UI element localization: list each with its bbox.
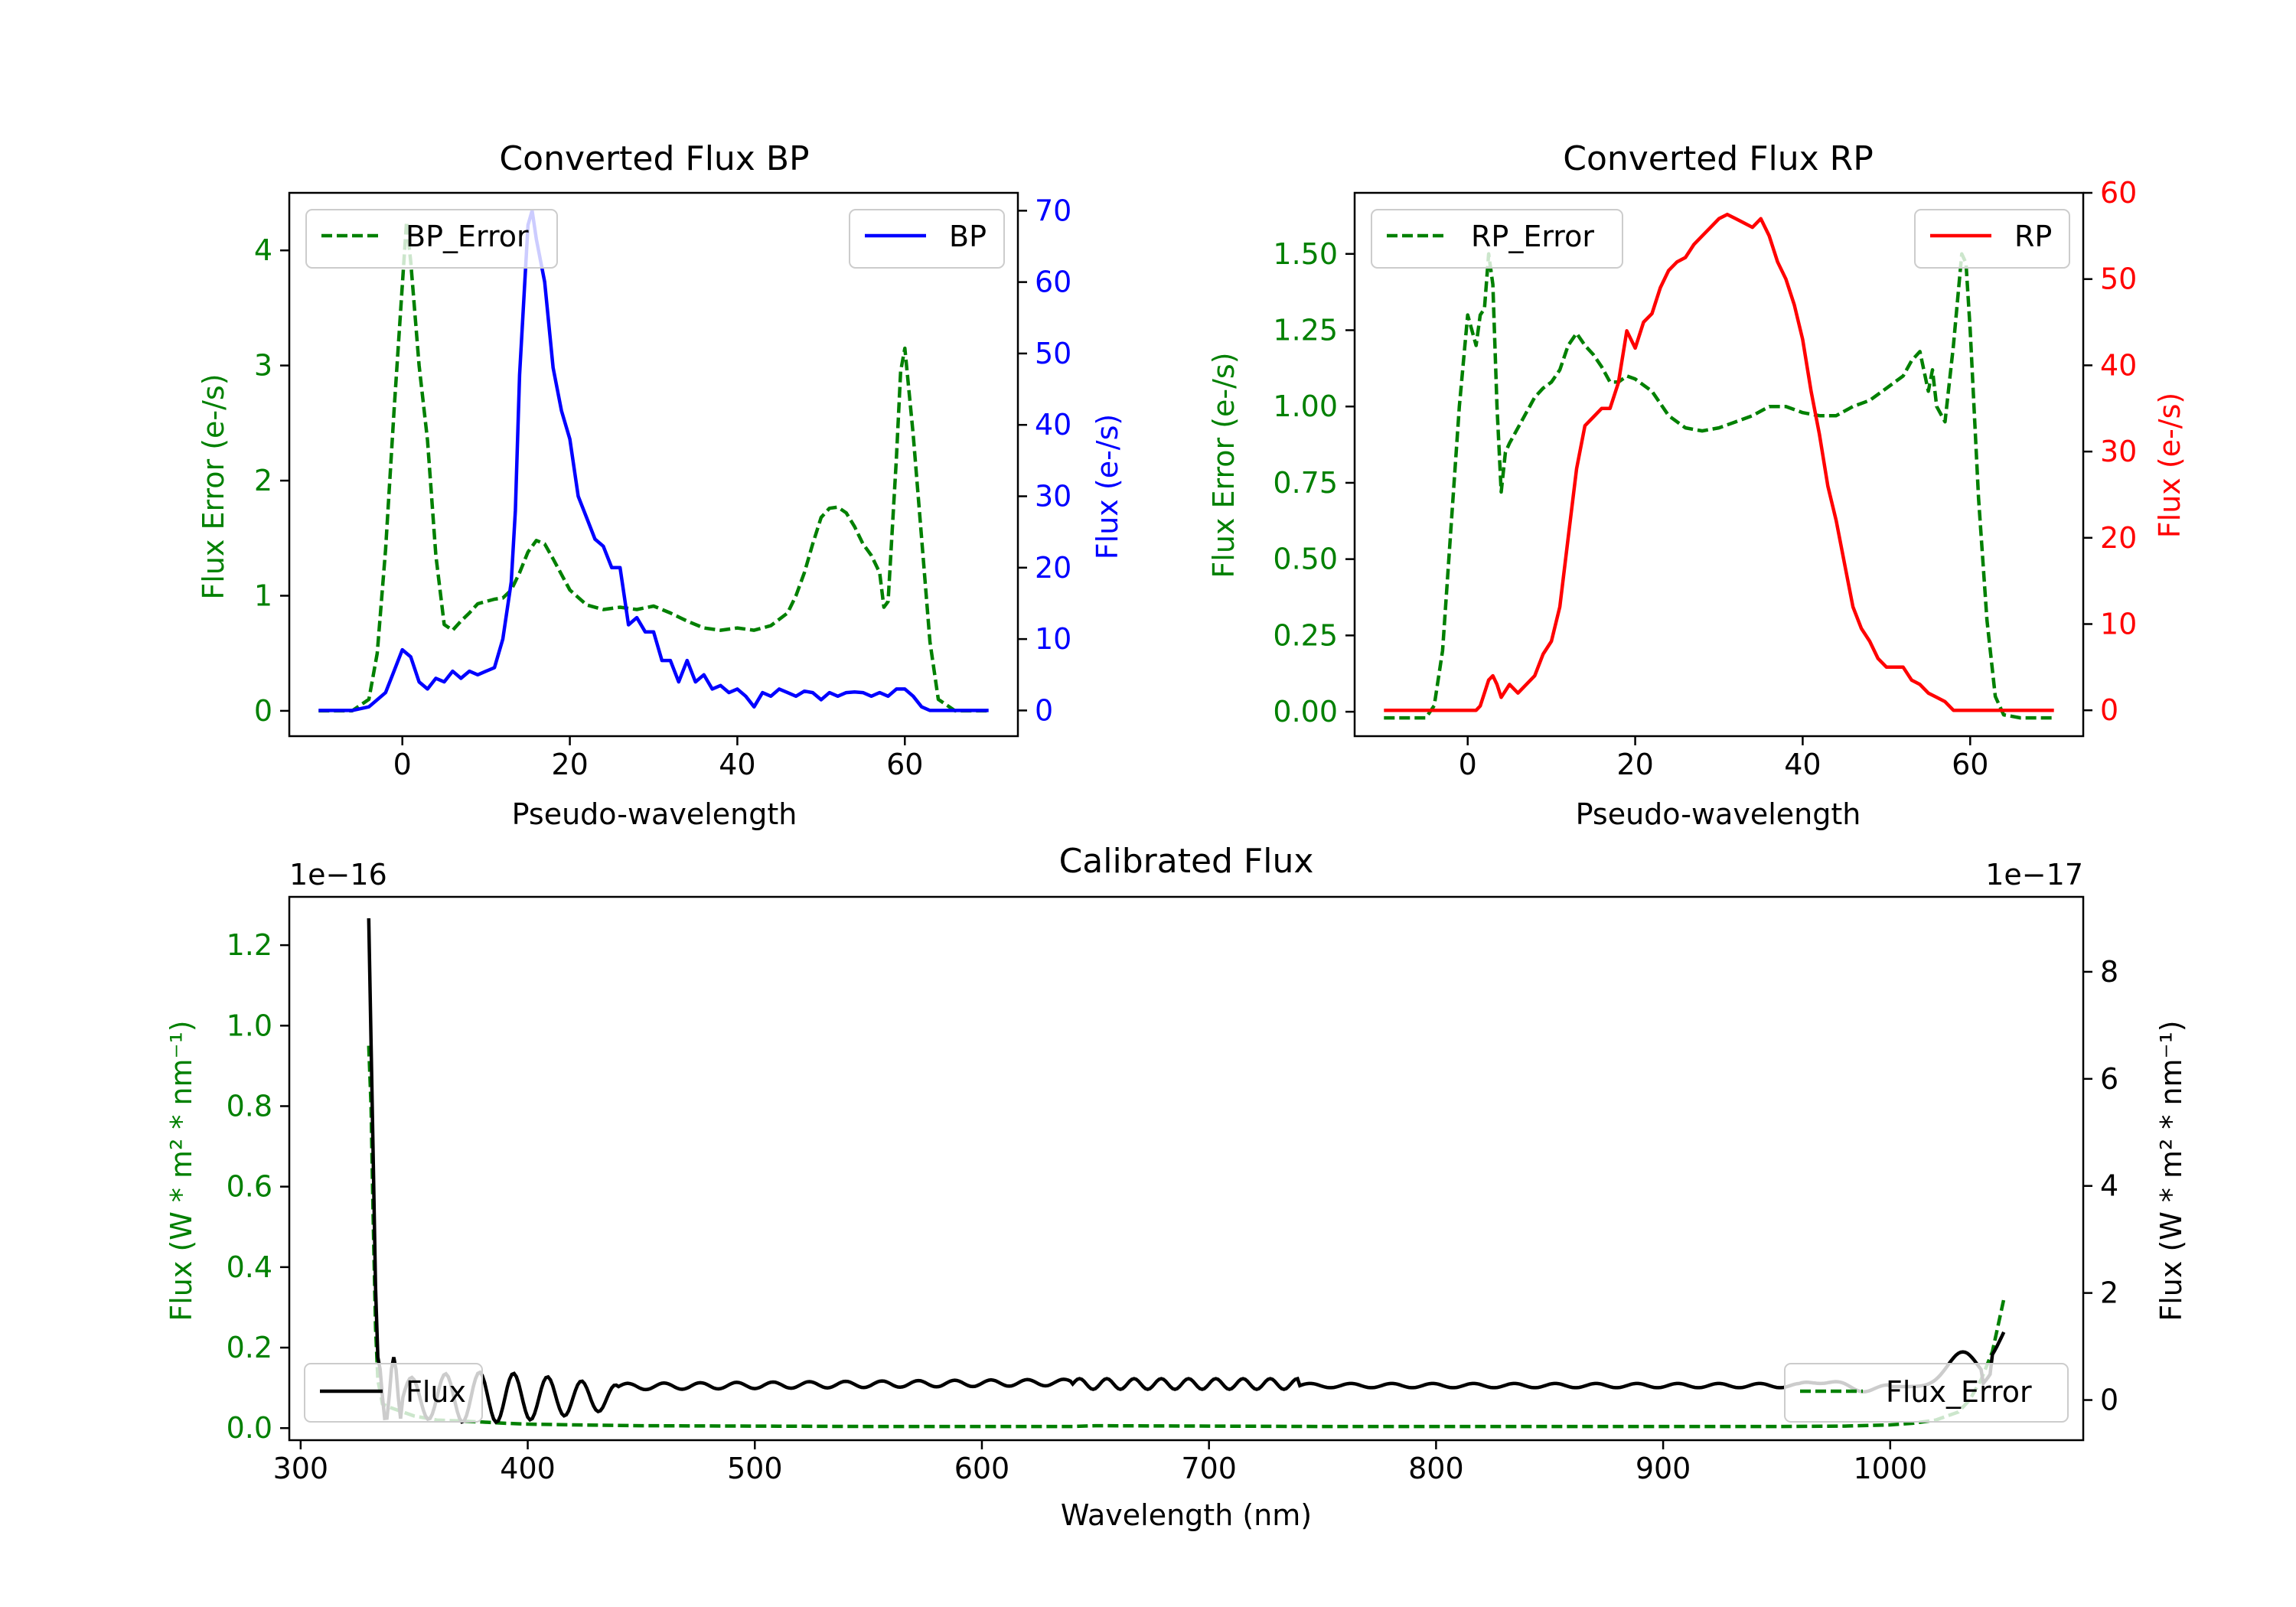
bp-ytick-right-label: 0: [1035, 693, 1053, 727]
bp-y-axis-label-right: Flux (e-/s): [1091, 414, 1124, 559]
rp-xtick-label: 40: [1784, 748, 1821, 781]
rp-ytick-right-label: 0: [2100, 693, 2118, 727]
rp-ytick-right-label: 50: [2100, 262, 2137, 296]
rp-ytick-right-label: 60: [2100, 176, 2137, 210]
calibrated-title: Calibrated Flux: [1059, 842, 1314, 881]
bp-xtick-label: 20: [551, 748, 588, 781]
bp-ytick-right-label: 10: [1035, 622, 1071, 656]
rp-legend-error: RP_Error: [1371, 209, 1623, 269]
rp-y-axis-label-left: Flux Error (e-/s): [1207, 352, 1241, 578]
bp-ytick-left-label: 1: [254, 579, 272, 612]
calibrated-ytick-right-label: 8: [2100, 955, 2118, 989]
calibrated-flux-error-line: [367, 1045, 2006, 1429]
bp-ytick-right-label: 30: [1035, 480, 1071, 513]
calibrated-ytick-right-label: 6: [2100, 1062, 2118, 1096]
calibrated-y-axis-label-right: Flux (W * m² * nm⁻¹): [2154, 1020, 2188, 1321]
rp-ytick-left-label: 1.25: [1273, 313, 1338, 347]
bp-title: Converted Flux BP: [499, 139, 809, 178]
bp-legend-error-label: BP_Error: [406, 220, 529, 253]
calibrated-ytick-left-label: 1.0: [227, 1009, 272, 1042]
bp-ytick-left-label: 0: [254, 694, 272, 728]
calibrated-legend-flux: Flux: [304, 1363, 483, 1423]
calibrated-y-axis-label-left: Flux (W * m² * nm⁻¹): [165, 1020, 198, 1321]
bp-axes-frame: [288, 191, 1019, 738]
rp-xtick-label: 0: [1459, 748, 1477, 781]
calibrated-offset-left: 1e−16: [289, 858, 387, 892]
bp-ytick-left-label: 3: [254, 349, 272, 383]
bp-ytick-left-label: 2: [254, 464, 272, 497]
calibrated-xtick-label: 700: [1181, 1452, 1237, 1485]
bp-ytick-right-label: 60: [1035, 266, 1071, 299]
calibrated-ytick-right-label: 2: [2100, 1276, 2118, 1310]
bp-legend-flux-label: BP: [949, 220, 987, 253]
calibrated-xtick-label: 1000: [1853, 1452, 1927, 1485]
bp-xtick-label: 0: [393, 748, 412, 781]
bp-legend-error: BP_Error: [305, 209, 558, 269]
calibrated-ytick-right-label: 4: [2100, 1169, 2118, 1203]
rp-error-line: [1384, 252, 2054, 720]
bp-x-axis-label: Pseudo-wavelength: [512, 797, 797, 831]
calibrated-xtick-label: 900: [1636, 1452, 1691, 1485]
calibrated-legend-flux-label: Flux: [406, 1375, 466, 1409]
calibrated-offset-right: 1e−17: [1985, 858, 2083, 892]
rp-panel: Converted Flux RP Pseudo-wavelength Flux…: [1207, 139, 2187, 831]
rp-ytick-right-label: 30: [2100, 435, 2137, 468]
calibrated-xtick-label: 400: [500, 1452, 556, 1485]
bp-xtick-label: 40: [719, 748, 755, 781]
rp-ytick-left-label: 1.50: [1273, 237, 1338, 271]
rp-ytick-right-label: 10: [2100, 607, 2137, 641]
rp-ytick-right-label: 20: [2100, 521, 2137, 555]
rp-flux-line: [1384, 212, 2054, 712]
rp-ytick-left-label: 0.25: [1273, 618, 1338, 652]
rp-legend-error-label: RP_Error: [1471, 220, 1594, 253]
rp-ytick-left-label: 0.00: [1273, 695, 1338, 729]
bp-ytick-left-label: 4: [254, 233, 272, 267]
calibrated-ytick-left-label: 1.2: [227, 928, 272, 962]
rp-xtick-label: 60: [1952, 748, 1988, 781]
bp-xtick-label: 60: [886, 748, 923, 781]
calibrated-xtick-label: 800: [1408, 1452, 1464, 1485]
bp-ytick-right-label: 20: [1035, 551, 1071, 585]
calibrated-legend-error: Flux_Error: [1784, 1363, 2069, 1423]
calibrated-flux-line: [367, 918, 2006, 1425]
bp-legend-flux: BP: [849, 209, 1005, 269]
calibrated-ytick-left-label: 0.0: [227, 1411, 272, 1445]
calibrated-legend-error-label: Flux_Error: [1886, 1375, 2032, 1409]
calibrated-xtick-label: 600: [954, 1452, 1010, 1485]
rp-legend-flux-label: RP: [2014, 220, 2052, 253]
calibrated-xtick-label: 300: [273, 1452, 329, 1485]
rp-y-axis-label-right: Flux (e-/s): [2153, 393, 2187, 538]
calibrated-ytick-right-label: 0: [2100, 1384, 2118, 1417]
rp-xtick-label: 20: [1616, 748, 1653, 781]
rp-ytick-left-label: 0.75: [1273, 466, 1338, 500]
rp-ytick-left-label: 1.00: [1273, 390, 1338, 423]
rp-ytick-left-label: 0.50: [1273, 543, 1338, 576]
rp-axes-frame: [1353, 191, 2085, 738]
calibrated-x-axis-label: Wavelength (nm): [1061, 1498, 1312, 1532]
calibrated-xtick-label: 500: [727, 1452, 783, 1485]
calibrated-ytick-left-label: 0.2: [227, 1331, 272, 1364]
calibrated-ytick-left-label: 0.8: [227, 1089, 272, 1123]
bp-flux-line: [318, 209, 989, 712]
bp-ytick-right-label: 70: [1035, 194, 1071, 227]
bp-ytick-right-label: 50: [1035, 337, 1071, 370]
bp-panel: Converted Flux BP Pseudo-wavelength Flux…: [197, 139, 1124, 831]
rp-title: Converted Flux RP: [1563, 139, 1874, 178]
rp-legend-flux: RP: [1914, 209, 2070, 269]
rp-x-axis-label: Pseudo-wavelength: [1576, 797, 1861, 831]
bp-error-line: [318, 220, 989, 713]
calibrated-ytick-left-label: 0.4: [227, 1250, 272, 1284]
calibrated-axes-frame: [288, 895, 2085, 1442]
bp-ytick-right-label: 40: [1035, 408, 1071, 442]
calibrated-panel: Calibrated Flux Wavelength (nm) 1e−16 1e…: [165, 842, 2188, 1532]
calibrated-ytick-left-label: 0.6: [227, 1170, 272, 1204]
bp-y-axis-label-left: Flux Error (e-/s): [197, 373, 230, 599]
rp-ytick-right-label: 40: [2100, 348, 2137, 382]
